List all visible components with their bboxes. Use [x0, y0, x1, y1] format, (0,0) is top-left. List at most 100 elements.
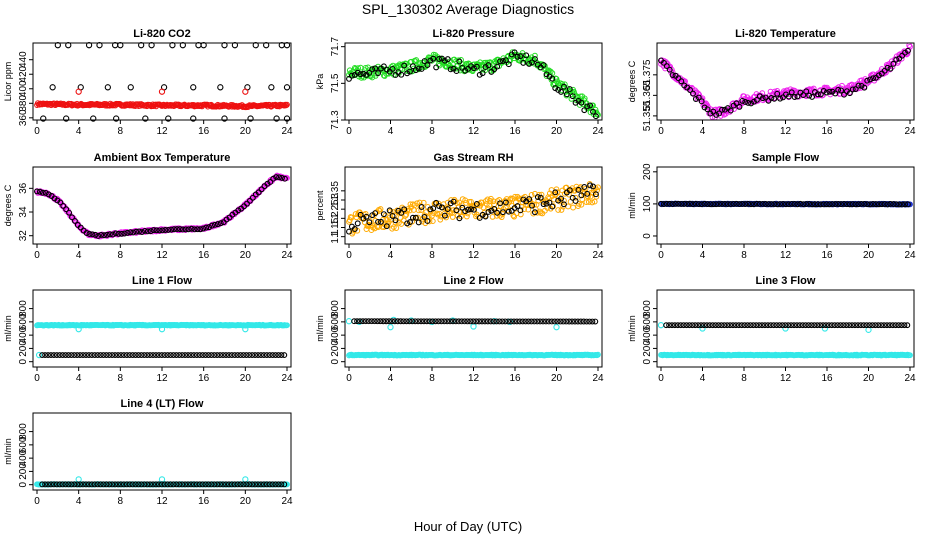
data-point	[537, 318, 544, 325]
data-point	[138, 352, 145, 359]
data-point	[403, 211, 410, 218]
data-point	[476, 214, 483, 221]
data-point	[158, 352, 165, 359]
data-point	[284, 481, 290, 488]
data-point	[49, 84, 56, 91]
data-point	[263, 481, 270, 488]
data-point	[377, 206, 384, 212]
data-point	[436, 203, 443, 209]
data-point	[225, 352, 232, 359]
data-point	[733, 100, 740, 107]
data-point	[782, 201, 789, 208]
data-point	[531, 318, 538, 325]
data-point	[205, 352, 212, 359]
x-tick-label: 16	[821, 250, 833, 261]
data-point	[118, 230, 125, 237]
panel-2: Li-820 Pressure kPa 0 4 8 12 16 20 24 71.3 71.5 71.…	[315, 28, 604, 137]
data-point	[735, 322, 742, 329]
data-point	[127, 229, 134, 236]
data-point	[829, 201, 836, 208]
data-point	[139, 229, 145, 235]
x-tick-label: 24	[592, 250, 604, 261]
data-point	[572, 318, 578, 325]
data-point	[869, 322, 876, 329]
data-point	[756, 201, 763, 207]
data-point	[223, 481, 229, 488]
data-point	[762, 94, 769, 101]
data-point	[828, 322, 835, 329]
x-tick-label: 20	[863, 126, 875, 137]
data-point	[281, 175, 288, 182]
data-point	[100, 481, 107, 488]
data-point	[721, 106, 728, 113]
data-point	[240, 481, 247, 488]
data-point	[418, 318, 424, 325]
data-point	[42, 481, 49, 488]
data-point	[499, 318, 506, 325]
data-point	[365, 318, 372, 325]
data-point	[275, 352, 282, 359]
data-point	[161, 352, 168, 359]
data-point	[777, 201, 784, 207]
data-point	[91, 481, 98, 488]
data-point	[864, 77, 871, 84]
data-point	[429, 318, 436, 325]
data-point	[780, 201, 786, 207]
y-axis-label: percent	[315, 190, 325, 221]
data-point	[658, 200, 664, 207]
data-point	[870, 75, 877, 82]
data-point	[220, 481, 226, 488]
data-point	[346, 75, 352, 82]
x-tick-label: 4	[388, 250, 394, 261]
data-point	[34, 188, 40, 195]
data-point	[88, 481, 95, 488]
data-point	[453, 207, 460, 214]
data-point	[826, 201, 833, 208]
data-points	[657, 322, 913, 359]
data-point	[418, 207, 425, 214]
data-point	[837, 322, 844, 329]
data-point	[363, 213, 370, 220]
data-point	[566, 318, 573, 325]
data-point	[561, 201, 567, 208]
data-point	[71, 352, 78, 359]
data-point	[750, 322, 757, 329]
data-point	[196, 352, 203, 359]
data-point	[50, 481, 57, 488]
data-point	[494, 209, 501, 216]
data-point	[278, 352, 285, 359]
data-point	[231, 481, 238, 488]
data-point	[115, 230, 122, 237]
data-point	[170, 352, 177, 359]
data-point	[470, 206, 477, 213]
data-point	[217, 352, 224, 359]
data-point	[424, 62, 431, 69]
data-points	[34, 42, 291, 122]
data-point	[97, 481, 104, 488]
x-tick-label: 24	[592, 126, 604, 137]
data-point	[704, 106, 711, 113]
x-tick-label: 12	[156, 250, 168, 261]
data-point	[208, 352, 215, 359]
data-point	[469, 68, 476, 75]
plot-frame	[32, 412, 292, 491]
data-point	[214, 352, 221, 359]
data-point	[569, 194, 576, 201]
data-point	[455, 318, 462, 325]
data-point	[881, 201, 888, 208]
data-point	[867, 201, 874, 208]
data-points	[346, 49, 601, 120]
data-point	[449, 210, 455, 217]
data-point	[421, 58, 428, 65]
data-point	[354, 318, 361, 325]
data-point	[247, 115, 254, 122]
data-point	[557, 318, 564, 325]
y-tick-label: 0	[330, 358, 341, 364]
data-point	[63, 206, 70, 213]
data-point	[392, 219, 399, 226]
data-point	[158, 476, 166, 483]
data-point	[94, 352, 101, 359]
panel-title: Li-820 CO2	[133, 28, 190, 40]
data-point	[158, 326, 166, 333]
